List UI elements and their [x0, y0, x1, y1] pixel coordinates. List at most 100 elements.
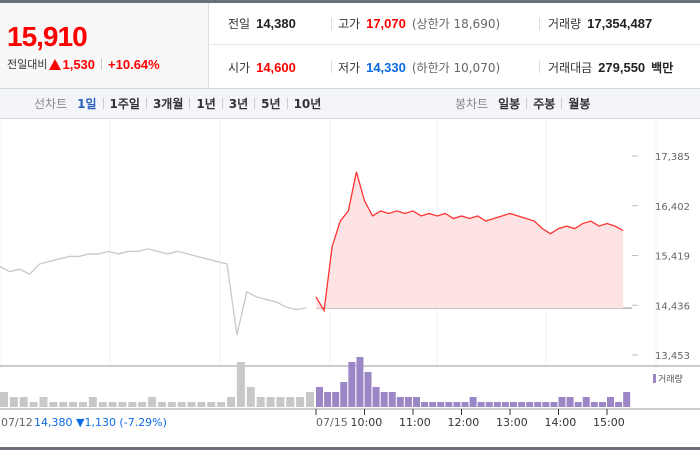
volume-bar — [429, 402, 437, 407]
prev-date-label: 07/12 — [1, 416, 33, 429]
low-label: 저가 — [338, 60, 361, 75]
volume-bar — [607, 397, 614, 407]
volume-bar — [493, 402, 501, 407]
open-label: 시가 — [228, 60, 251, 75]
y-tick-label: 13,453 — [655, 351, 690, 362]
change-label: 전일대비 — [7, 59, 48, 71]
change-percent: +10.64% — [108, 56, 160, 72]
volume-bar — [236, 362, 245, 407]
prev-day-price-line — [0, 248, 307, 336]
volume-bar — [266, 397, 275, 407]
amount-label: 거래대금 — [548, 60, 593, 75]
volume-bar — [286, 397, 295, 407]
volume-bar — [332, 392, 340, 407]
volume-bar — [0, 392, 8, 407]
x-tick-label: 15:00 — [593, 416, 625, 429]
y-tick-label: 15,419 — [655, 252, 690, 263]
volume-value: 17,354,487 — [587, 16, 653, 31]
y-tick-label: 14,436 — [655, 301, 690, 312]
tab-3y[interactable]: 3년 — [228, 97, 249, 111]
tab-monthly-candle[interactable]: 월봉 — [568, 97, 591, 111]
volume-bar — [98, 402, 107, 407]
volume-bar — [364, 372, 372, 407]
chart-period-tabs: 선차트 1일 1주일 3개월 1년 3년 5년 10년 봉차트 일봉 주봉 월봉 — [0, 88, 700, 119]
volume-bar — [78, 402, 87, 407]
high-value: 17,070 — [366, 16, 406, 31]
x-tick-label: 12:00 — [448, 416, 480, 429]
current-price: 15,910 — [7, 21, 88, 52]
volume-bar — [380, 392, 388, 407]
up-triangle-icon — [49, 58, 62, 70]
lower-limit: (하한가 10,070) — [411, 60, 501, 75]
x-tick-label: 14:00 — [545, 416, 577, 429]
volume-bar — [477, 402, 485, 407]
volume-legend: 거래량 — [658, 373, 683, 385]
volume-bar — [324, 392, 332, 407]
volume-bar — [461, 402, 469, 407]
tab-daily-candle[interactable]: 일봉 — [498, 97, 521, 111]
price-chart: 17,385 16,402 15,419 14,436 13,453 거래량 07/15 10… — [0, 119, 700, 429]
volume-bar — [590, 402, 598, 407]
y-tick-label: 16,402 — [655, 202, 690, 213]
tab-3m[interactable]: 3개월 — [152, 97, 184, 111]
volume-label: 거래량 — [548, 17, 582, 31]
volume-bar — [88, 397, 97, 407]
x-tick-label: 10:00 — [351, 416, 383, 429]
volume-bar — [550, 402, 558, 407]
volume-bar — [29, 402, 38, 407]
tab-5y[interactable]: 5년 — [261, 97, 281, 111]
volume-bar — [453, 402, 461, 407]
volume-bar — [396, 397, 404, 407]
volume-bar — [9, 397, 18, 407]
candle-chart-label: 봉차트 — [455, 97, 489, 111]
volume-bar — [138, 402, 147, 407]
x-tick-label: 13:00 — [496, 416, 528, 429]
tab-1w[interactable]: 1주일 — [109, 97, 140, 111]
x-tick-label: 11:00 — [399, 416, 431, 429]
open-value: 14,600 — [256, 59, 296, 75]
volume-bar — [623, 392, 631, 407]
upper-limit: (상한가 18,690) — [411, 17, 501, 31]
tab-1d[interactable]: 1일 — [77, 97, 97, 111]
prev-close-value: 14,380 — [256, 16, 296, 31]
tab-weekly-candle[interactable]: 주봉 — [533, 97, 556, 111]
volume-bar — [388, 392, 396, 407]
volume-bar — [128, 402, 137, 407]
bottom-border — [0, 447, 700, 450]
volume-bar — [598, 402, 606, 407]
stats-grid: 전일 14,380 고가 17,070 (상한가 18,690) 거래량 17,354,… — [210, 3, 700, 88]
volume-bar — [167, 402, 176, 407]
tab-10y[interactable]: 10년 — [293, 97, 322, 111]
volume-legend-swatch — [653, 374, 656, 383]
volume-bar — [437, 402, 445, 407]
volume-bar — [296, 397, 305, 407]
low-value: 14,330 — [366, 59, 406, 75]
volume-bar — [108, 402, 117, 407]
volume-bar — [49, 402, 58, 407]
price-area-fill — [316, 171, 624, 311]
volume-bar — [542, 402, 550, 407]
today-price-line — [315, 171, 624, 313]
amount-value: 279,550 — [598, 59, 646, 75]
volume-bar — [485, 402, 493, 407]
volume-bar — [413, 397, 420, 407]
volume-bar — [566, 397, 574, 407]
volume-bar — [276, 397, 285, 407]
prev-close-summary: 14,380 ▼1,130 (-7.29%) — [34, 416, 167, 429]
prev-close-label: 전일 — [228, 17, 251, 31]
volume-bar — [340, 382, 348, 407]
tab-1y[interactable]: 1년 — [196, 97, 216, 111]
volume-bar — [404, 397, 412, 407]
volume-bar — [510, 402, 517, 407]
y-tick-label: 17,385 — [655, 152, 690, 163]
volume-bar — [615, 402, 623, 407]
volume-bar — [197, 402, 206, 407]
price-change: 전일대비 1,530 +10.64% — [7, 56, 160, 72]
volume-bar — [518, 402, 526, 407]
change-value: 1,530 — [62, 56, 96, 72]
volume-bar — [558, 397, 566, 407]
volume-bar — [227, 397, 236, 407]
volume-bar — [59, 402, 68, 407]
volume-bar — [39, 397, 48, 407]
volume-bar — [526, 402, 534, 407]
